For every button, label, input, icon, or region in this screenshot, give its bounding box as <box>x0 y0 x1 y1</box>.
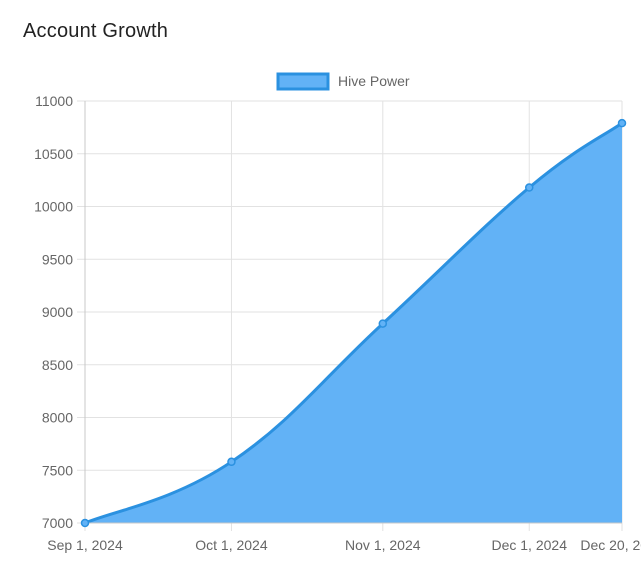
y-tick-label: 10500 <box>34 146 73 162</box>
legend-label[interactable]: Hive Power <box>338 73 410 89</box>
y-tick-label: 7500 <box>42 462 73 478</box>
x-axis-tick-labels: Sep 1, 2024 Oct 1, 2024 Nov 1, 2024 Dec 1, … <box>47 537 641 553</box>
y-tick-label: 8000 <box>42 410 73 426</box>
data-point[interactable] <box>80 518 90 528</box>
x-tick-label: Oct 1, 2024 <box>195 537 268 553</box>
area-series <box>84 121 623 525</box>
y-axis-tick-labels: 7000 7500 8000 8500 9000 9500 10000 10500 11000 <box>34 93 73 531</box>
legend-swatch[interactable] <box>276 72 330 91</box>
y-tick-label: 9000 <box>42 304 73 320</box>
y-tick-label: 8500 <box>42 357 73 373</box>
data-point[interactable] <box>227 457 236 467</box>
axes <box>84 101 622 524</box>
y-tick-label: 7000 <box>42 515 73 531</box>
data-point[interactable] <box>617 118 627 128</box>
hive-power-area-fill <box>85 123 622 523</box>
chart-title: Account Growth <box>23 20 169 42</box>
x-tick-label: Nov 1, 2024 <box>345 537 421 553</box>
y-tick-label: 11000 <box>35 93 73 109</box>
data-point[interactable] <box>378 319 388 328</box>
legend[interactable]: Hive Power <box>276 72 410 91</box>
x-tick-label: Dec 1, 2024 <box>491 537 567 553</box>
data-point[interactable] <box>524 183 534 192</box>
x-tick-label: Sep 1, 2024 <box>47 537 123 553</box>
x-tick-label: Dec 20, 2024 <box>580 537 641 553</box>
y-tick-label: 10000 <box>34 199 73 215</box>
data-points <box>80 118 627 528</box>
y-tick-label: 9500 <box>42 251 73 267</box>
